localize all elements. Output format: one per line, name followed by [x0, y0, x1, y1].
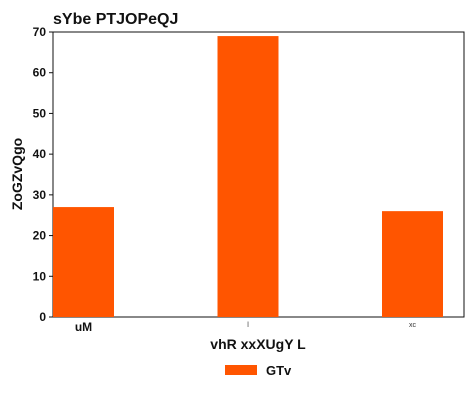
y-tick-label: 60 — [33, 66, 47, 80]
y-tick-label: 70 — [33, 25, 47, 39]
legend: GTv — [225, 363, 292, 378]
y-tick-label: 20 — [33, 229, 47, 243]
y-axis: 0 10 20 30 40 50 60 70 — [33, 25, 53, 324]
bars-group — [53, 36, 443, 317]
x-axis: uM l xc — [75, 320, 417, 334]
x-axis-label: vhR xxXUgY L — [210, 336, 306, 352]
bar-2 — [218, 36, 279, 317]
legend-label: GTv — [266, 363, 292, 378]
chart-title: sYbe PTJOPeQJ — [53, 11, 178, 28]
x-tick-label: uM — [75, 320, 92, 334]
legend-swatch — [225, 365, 257, 375]
y-tick-label: 40 — [33, 147, 47, 161]
x-tick-label: l — [247, 322, 249, 329]
y-tick-label: 10 — [33, 269, 47, 283]
y-tick-label: 30 — [33, 188, 47, 202]
y-tick-label: 50 — [33, 106, 47, 120]
y-tick-label: 0 — [39, 310, 46, 324]
y-axis-label: ZoGZvQgo — [9, 138, 25, 210]
bar-3 — [382, 211, 443, 317]
bar-1 — [53, 207, 114, 317]
x-tick-label: xc — [409, 322, 417, 329]
